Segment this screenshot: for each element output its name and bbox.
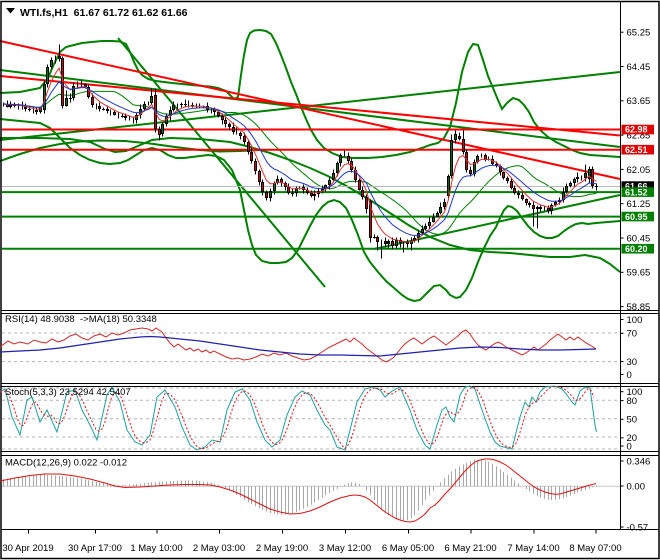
svg-text:30 Apr 17:00: 30 Apr 17:00 bbox=[68, 543, 122, 554]
svg-text:20: 20 bbox=[627, 433, 638, 444]
svg-text:8 May 07:00: 8 May 07:00 bbox=[569, 543, 621, 554]
svg-text:50: 50 bbox=[627, 415, 638, 426]
svg-text:6 May 21:00: 6 May 21:00 bbox=[444, 543, 496, 554]
svg-text:62.05: 62.05 bbox=[627, 165, 651, 176]
svg-text:100: 100 bbox=[627, 387, 643, 398]
svg-text:80: 80 bbox=[627, 396, 638, 407]
svg-text:2 May 03:00: 2 May 03:00 bbox=[193, 543, 245, 554]
svg-text:62.51: 62.51 bbox=[625, 145, 648, 155]
svg-text:60.45: 60.45 bbox=[627, 233, 651, 244]
svg-text:62.85: 62.85 bbox=[627, 131, 651, 142]
svg-text:3 May 12:00: 3 May 12:00 bbox=[319, 543, 371, 554]
svg-text:0.346: 0.346 bbox=[627, 456, 651, 467]
svg-text:2 May 19:00: 2 May 19:00 bbox=[256, 543, 308, 554]
svg-text:1 May 10:00: 1 May 10:00 bbox=[130, 543, 182, 554]
svg-text:WTI.fs,H1 61.67 61.72 61.62 6: WTI.fs,H1 61.67 61.72 61.62 61.66 bbox=[20, 7, 188, 19]
svg-text:0.00: 0.00 bbox=[627, 481, 646, 492]
svg-text:61.25: 61.25 bbox=[627, 199, 651, 210]
svg-text:MACD(12,26,9) 0.022 -0.012: MACD(12,26,9) 0.022 -0.012 bbox=[5, 458, 127, 469]
svg-text:100: 100 bbox=[627, 315, 643, 326]
svg-text:7 May 14:00: 7 May 14:00 bbox=[507, 543, 559, 554]
svg-text:0: 0 bbox=[627, 441, 632, 452]
svg-text:Stoch(5,3,3) 23.5294 42.5407: Stoch(5,3,3) 23.5294 42.5407 bbox=[5, 387, 131, 398]
svg-text:59.65: 59.65 bbox=[627, 268, 651, 279]
svg-text:RSI(14) 48.9038 ->MA(18) 50.3: RSI(14) 48.9038 ->MA(18) 50.3348 bbox=[5, 314, 157, 325]
svg-text:61.66: 61.66 bbox=[625, 181, 648, 191]
svg-text:65.25: 65.25 bbox=[627, 28, 651, 39]
svg-text:61.52: 61.52 bbox=[625, 187, 648, 197]
svg-text:63.65: 63.65 bbox=[627, 96, 651, 107]
svg-text:70: 70 bbox=[627, 329, 638, 340]
svg-text:30: 30 bbox=[627, 357, 638, 368]
svg-text:30 Apr 2019: 30 Apr 2019 bbox=[2, 543, 53, 554]
svg-text:0: 0 bbox=[627, 370, 632, 381]
svg-text:6 May 05:00: 6 May 05:00 bbox=[382, 543, 434, 554]
svg-text:58.85: 58.85 bbox=[627, 302, 651, 313]
svg-text:64.45: 64.45 bbox=[627, 62, 651, 73]
svg-text:60.95: 60.95 bbox=[625, 212, 648, 222]
svg-text:62.98: 62.98 bbox=[625, 125, 648, 135]
svg-text:60.20: 60.20 bbox=[625, 244, 648, 254]
svg-text:-0.57: -0.57 bbox=[627, 522, 649, 533]
